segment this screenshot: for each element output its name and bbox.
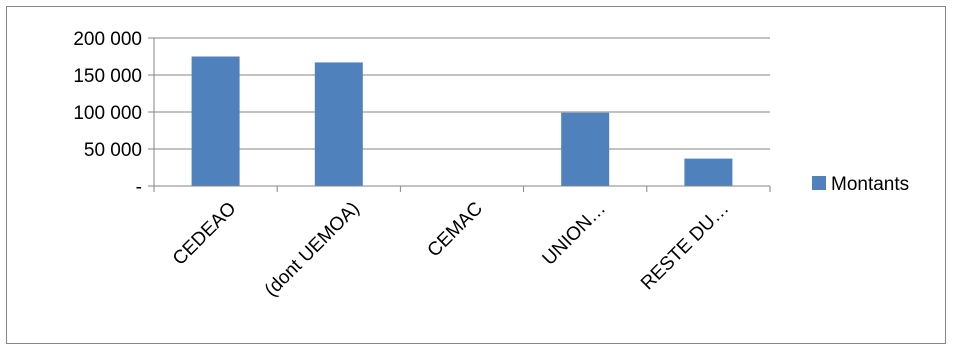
chart-frame: [6, 6, 946, 344]
legend-swatch: [812, 176, 826, 190]
legend-label: Montants: [831, 174, 909, 195]
bar: [684, 158, 733, 186]
x-category-label: RESTE DU…: [637, 198, 733, 294]
legend: Montants: [812, 174, 909, 195]
x-category-label: CEMAC: [424, 198, 487, 261]
y-tick-label: -: [136, 177, 142, 198]
y-axis: - 50 000 100 000 150 000 200 000: [73, 29, 155, 198]
x-axis: CEDEAO (dont UEMOA) CEMAC UNION… RESTE DU…: [153, 185, 771, 301]
y-tick-label: 200 000: [73, 29, 142, 50]
y-tick-label: 50 000: [84, 140, 142, 161]
x-category-label: CEDEAO: [169, 198, 241, 270]
bar: [191, 56, 240, 186]
bar: [561, 112, 610, 186]
x-category-label: (dont UEMOA): [261, 198, 364, 301]
y-tick-label: 100 000: [73, 103, 142, 124]
bar: [314, 62, 363, 186]
y-tick-label: 150 000: [73, 66, 142, 87]
bars: [191, 56, 733, 186]
x-category-label: UNION…: [539, 198, 611, 270]
gridlines: [154, 37, 770, 150]
